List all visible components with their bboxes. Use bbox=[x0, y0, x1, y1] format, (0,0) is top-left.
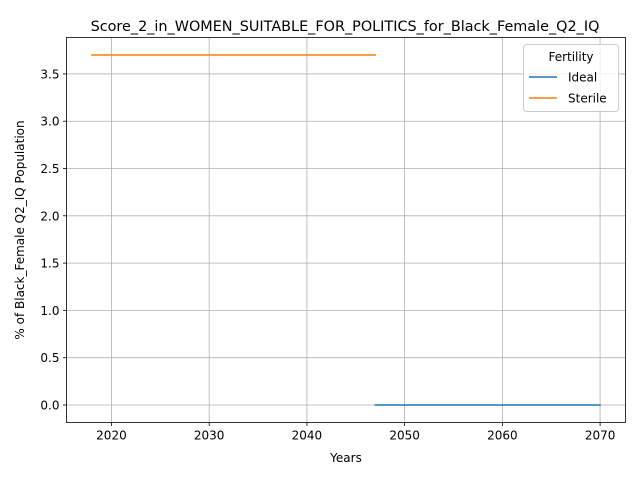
y-tick-label: 2.5 bbox=[40, 162, 59, 176]
x-tick-label: 2060 bbox=[487, 429, 518, 443]
x-tick-label: 2020 bbox=[96, 429, 127, 443]
y-tick-label: 1.5 bbox=[40, 257, 59, 271]
x-tick-label: 2070 bbox=[585, 429, 616, 443]
y-tick-label: 1.0 bbox=[40, 304, 59, 318]
x-tick-label: 2050 bbox=[389, 429, 420, 443]
y-tick-label: 0.5 bbox=[40, 351, 59, 365]
plot-area-frame bbox=[66, 37, 626, 423]
y-axis-label: % of Black_Female Q2_IQ Population bbox=[13, 120, 27, 339]
x-axis-label: Years bbox=[329, 451, 362, 465]
y-tick-label: 3.0 bbox=[40, 115, 59, 129]
y-tick-label: 2.0 bbox=[40, 209, 59, 223]
chart-title: Score_2_in_WOMEN_SUITABLE_FOR_POLITICS_f… bbox=[91, 19, 600, 35]
legend-title: Fertility bbox=[548, 50, 593, 64]
y-tick-label: 3.5 bbox=[40, 67, 59, 81]
legend-label-sterile: Sterile bbox=[568, 92, 607, 106]
y-tick-label: 0.0 bbox=[40, 399, 59, 413]
x-tick-label: 2030 bbox=[194, 429, 225, 443]
legend: Fertility Ideal Sterile bbox=[523, 44, 619, 112]
x-tick-label: 2040 bbox=[292, 429, 323, 443]
legend-box bbox=[523, 44, 619, 112]
legend-label-ideal: Ideal bbox=[568, 71, 597, 85]
